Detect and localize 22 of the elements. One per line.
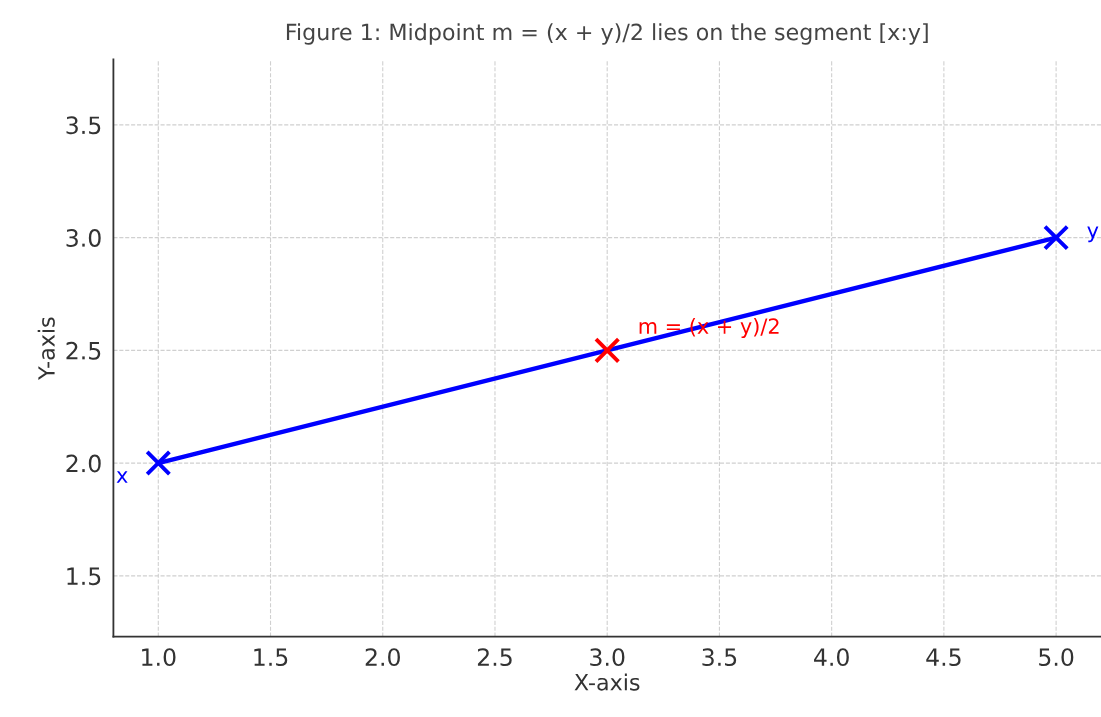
y-tick-label: 3.0 bbox=[66, 229, 101, 247]
x-tick-label: 2.5 bbox=[477, 648, 512, 667]
annotation: y bbox=[1087, 226, 1099, 243]
x-tick-label: 4.0 bbox=[814, 648, 849, 667]
y-tick-label: 2.5 bbox=[66, 341, 101, 360]
y-axis-title: Y-axis bbox=[37, 317, 55, 380]
point bbox=[145, 450, 172, 477]
x-tick-label: 3.5 bbox=[702, 648, 737, 667]
x-tick-label: 1.5 bbox=[254, 648, 288, 667]
x-tick-label: 4.5 bbox=[926, 648, 961, 667]
x-tick-label: 3.0 bbox=[590, 648, 625, 667]
y-tick-label: 3.5 bbox=[66, 116, 101, 135]
point bbox=[1043, 224, 1070, 251]
chart-title: Figure 1: Midpoint m = (x + y)/2 lies on the segment [x:y] bbox=[286, 23, 928, 45]
y-tick-label: 2.0 bbox=[66, 454, 101, 473]
annotation: x bbox=[116, 471, 128, 483]
point bbox=[594, 337, 621, 364]
x-axis-title: X-axis bbox=[574, 673, 640, 691]
x-tick-label: 1.0 bbox=[142, 648, 176, 667]
y-tick-label: 1.5 bbox=[67, 567, 101, 586]
x-tick-label: 2.0 bbox=[365, 648, 400, 667]
x-tick-label: 5.0 bbox=[1039, 648, 1074, 667]
